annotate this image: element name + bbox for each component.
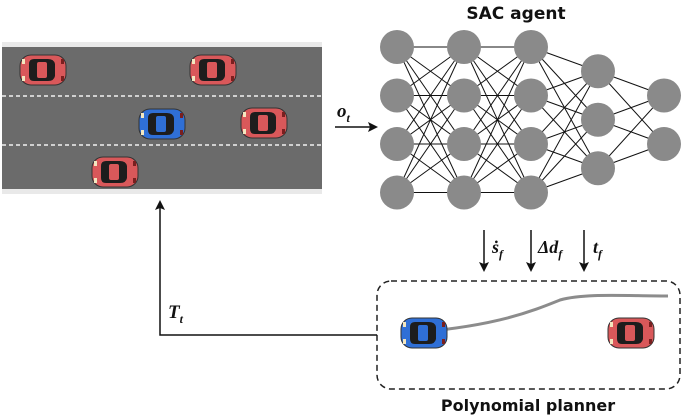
network-edges (396, 46, 665, 193)
network-edge (463, 46, 532, 193)
observation-label: ot (337, 101, 351, 125)
neural-network (380, 30, 681, 210)
network-node (514, 127, 548, 161)
car-icon (138, 108, 186, 140)
network-node (514, 175, 548, 210)
network-node (447, 30, 481, 64)
car-icon (91, 156, 139, 188)
road-edge-top (2, 42, 322, 47)
network-node (447, 127, 481, 161)
network-node (581, 54, 615, 89)
time-label: tf (593, 237, 603, 261)
network-node (647, 127, 681, 161)
network-node (380, 127, 414, 161)
network-edge (463, 95, 532, 193)
network-node (514, 78, 548, 113)
network-node (581, 102, 615, 137)
network-node (380, 30, 414, 64)
network-edge (396, 46, 465, 145)
planned-path (419, 293, 669, 334)
network-node (447, 78, 481, 113)
highway-scene (2, 42, 322, 194)
planner-title: Polynomial planner (441, 396, 615, 415)
network-node (380, 78, 414, 113)
car-icon (400, 317, 448, 349)
network-node (581, 151, 615, 186)
network-edge (530, 71, 599, 193)
network-node (514, 30, 548, 64)
network-edge (396, 46, 465, 193)
car-icon (189, 54, 237, 86)
network-edge (463, 46, 532, 145)
network-node (647, 78, 681, 113)
trajectory-feedback-arrow (155, 200, 377, 336)
network-edge (396, 95, 465, 193)
trajectory-label: Tt (168, 302, 184, 326)
network-node (380, 175, 414, 210)
car-icon (19, 54, 67, 86)
network-nodes (380, 30, 681, 210)
network-node (447, 175, 481, 210)
car-icon (607, 317, 655, 349)
speed-label: ṡf (491, 237, 504, 261)
road-edge-bottom (2, 189, 322, 194)
car-icon (240, 107, 288, 139)
agent-title: SAC agent (466, 4, 565, 24)
lateral-delta-label: Δdf (537, 237, 563, 261)
